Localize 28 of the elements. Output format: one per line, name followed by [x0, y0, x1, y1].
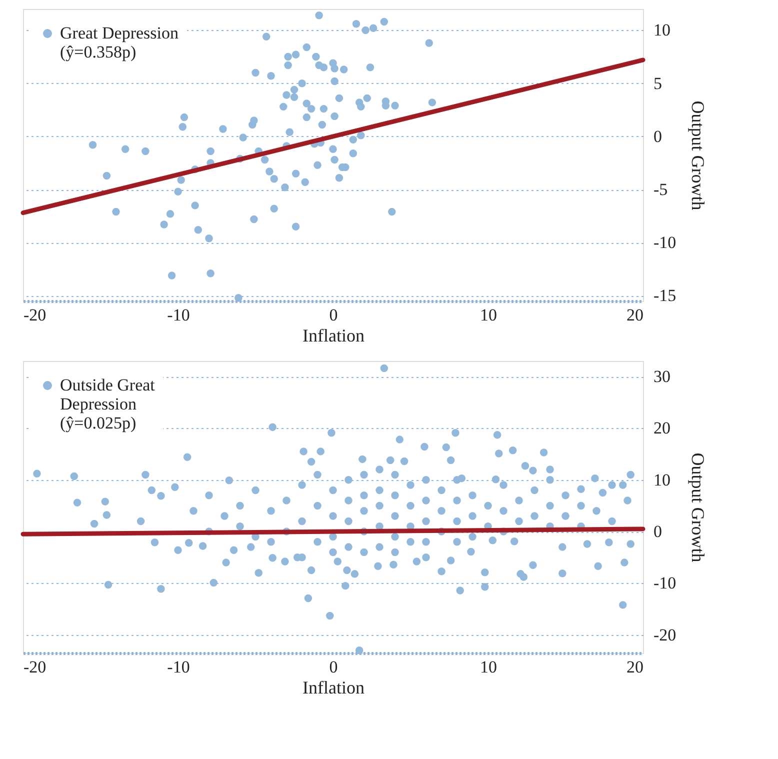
y-axis-title: Output Growth [688, 452, 708, 562]
x-tick-label: 10 [480, 658, 497, 676]
x-tick-label: 10 [480, 306, 497, 324]
y-tick-label: 0 [654, 522, 662, 542]
x-tick-label: 20 [626, 306, 644, 324]
y-tick-label: -5 [654, 180, 668, 200]
y-tick-label: 0 [654, 126, 662, 146]
y-tick-label: -10 [654, 574, 676, 593]
x-tick-label: -10 [167, 658, 190, 676]
y-tick-label: 10 [654, 20, 670, 40]
legend-label: Great Depression (ŷ=0.358p) [60, 24, 179, 62]
x-tick-label: -10 [167, 306, 190, 324]
x-tick-label: -20 [24, 306, 46, 324]
y-tick-label: -15 [654, 286, 676, 306]
x-tick-label: -20 [24, 658, 46, 676]
y-tick-label: -20 [654, 625, 676, 644]
x-axis-title: Inflation [302, 326, 364, 346]
x-tick-label: 20 [626, 658, 644, 676]
y-tick-label: 10 [654, 470, 670, 490]
y-axis-title: Output Growth [688, 100, 708, 210]
y-tick-label: 20 [654, 418, 670, 438]
legend-label: Outside Great Depression (ŷ=0.025p) [60, 376, 156, 432]
y-tick-label: 30 [654, 367, 670, 386]
y-tick-label: 5 [654, 74, 662, 93]
x-axis-title: Inflation [302, 678, 364, 698]
x-tick-label: 0 [329, 658, 338, 676]
x-tick-label: 0 [329, 306, 338, 324]
y-tick-label: -10 [654, 233, 676, 252]
